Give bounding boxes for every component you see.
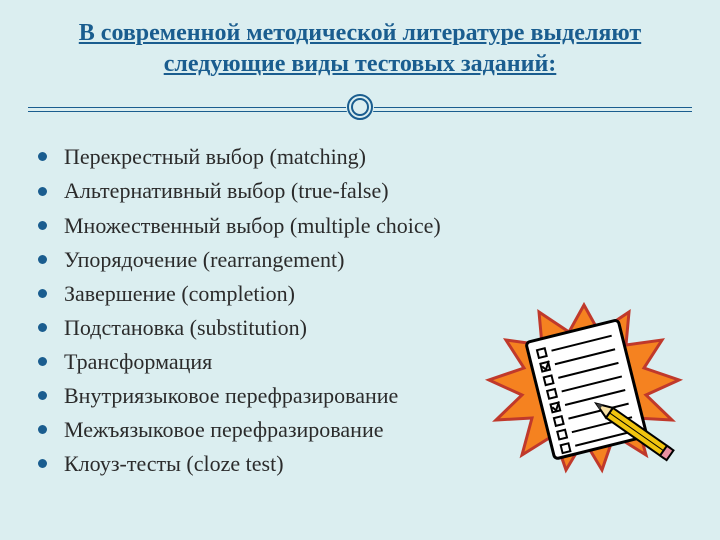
- list-item: Упорядочение (rearrangement): [38, 243, 692, 277]
- title-divider: [28, 92, 692, 122]
- list-item: Альтернативный выбор (true-false): [38, 174, 692, 208]
- content-area: Перекрестный выбор (matching) Альтернати…: [28, 140, 692, 481]
- slide-title: В современной методической литературе вы…: [28, 18, 692, 80]
- list-item: Множественный выбор (multiple choice): [38, 209, 692, 243]
- list-item: Перекрестный выбор (matching): [38, 140, 692, 174]
- test-clipart: [484, 300, 684, 480]
- divider-ornament: [346, 93, 374, 121]
- slide: В современной методической литературе вы…: [0, 0, 720, 540]
